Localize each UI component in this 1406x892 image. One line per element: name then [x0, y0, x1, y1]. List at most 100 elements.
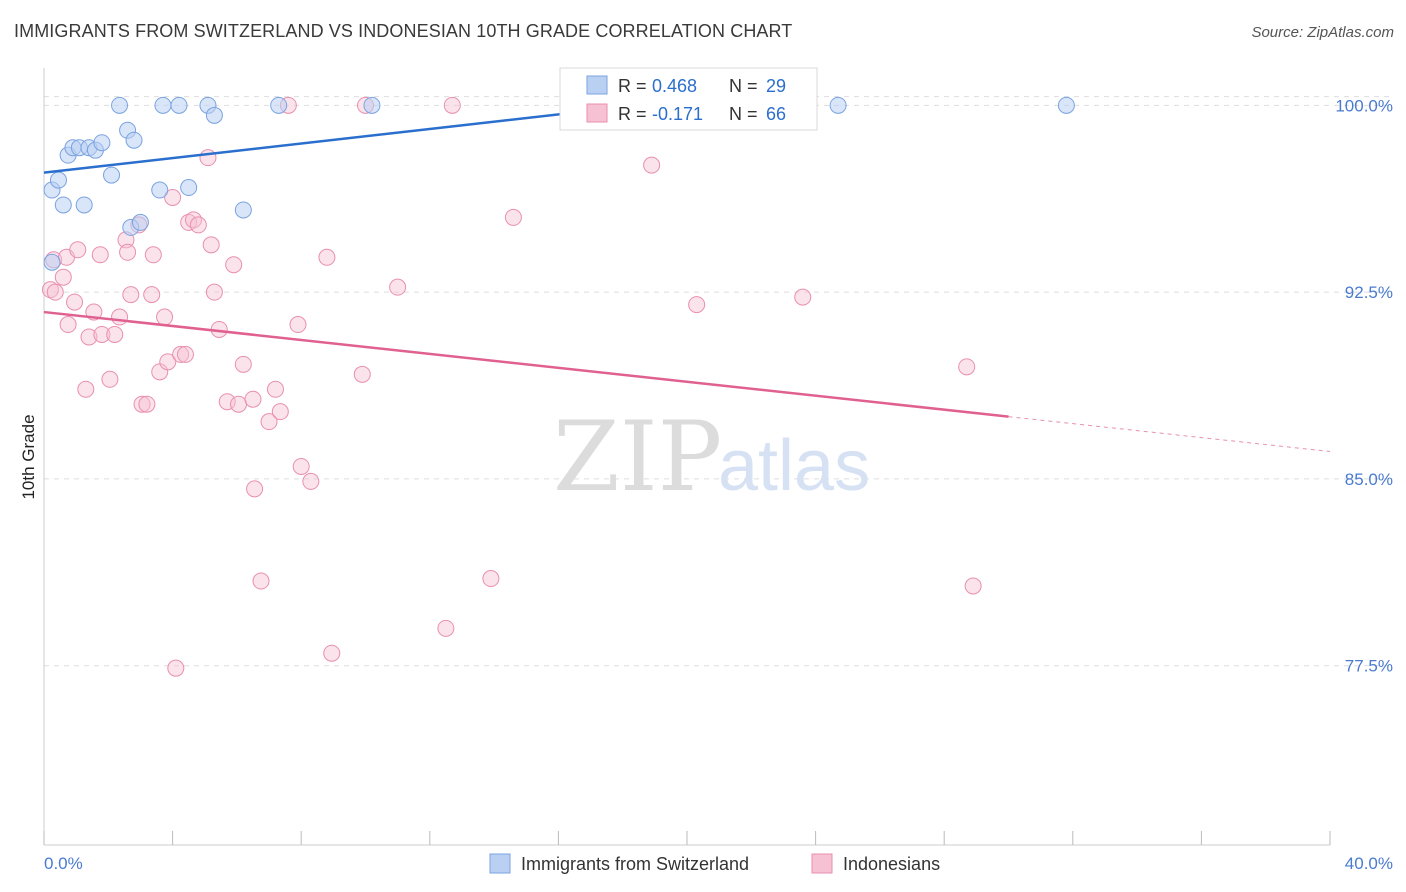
switzerland-point: [75, 196, 93, 214]
trend-lines: [43, 104, 1331, 453]
indonesians-point: [234, 355, 252, 373]
switzerland-point: [829, 96, 847, 114]
legend-swatch-indonesians: [811, 853, 833, 874]
switzerland-point: [180, 179, 198, 197]
chart-source: Source: ZipAtlas.com: [1251, 24, 1394, 41]
indonesians-point: [353, 365, 371, 383]
switzerland-point: [103, 166, 121, 184]
indonesians-point: [794, 288, 812, 306]
watermark: ZIP atlas: [553, 401, 870, 513]
y-tick-label: 100.0%: [1335, 96, 1393, 115]
stats-r-label-blue: R =: [618, 76, 647, 96]
indonesians-point: [225, 256, 243, 274]
x-ticks: [43, 831, 1331, 845]
stats-n-value-pink: 66: [766, 104, 786, 124]
stats-r-label-pink: R =: [618, 104, 647, 124]
chart-title: IMMIGRANTS FROM SWITZERLAND VS INDONESIA…: [14, 21, 793, 41]
switzerland-point: [131, 213, 149, 231]
indonesians-point: [144, 246, 162, 264]
indonesians-point: [437, 619, 455, 637]
indonesians-point: [119, 243, 137, 261]
stats-n-label-pink: N =: [729, 104, 758, 124]
indonesians-point: [101, 370, 119, 388]
indonesians-point: [202, 236, 220, 254]
indonesians-point: [271, 403, 289, 421]
indonesians-point: [266, 380, 284, 398]
indonesians-point: [91, 246, 109, 264]
indonesians-trend-line: [43, 310, 1009, 418]
switzerland-point: [154, 96, 172, 114]
indonesians-point: [302, 472, 320, 490]
indonesians-point: [218, 393, 236, 411]
switzerland-point: [49, 171, 67, 189]
indonesians-point: [958, 358, 976, 376]
indonesians-point: [189, 216, 207, 234]
indonesians-point: [138, 395, 156, 413]
switzerland-point: [111, 96, 129, 114]
indonesians-point: [156, 308, 174, 326]
stats-n-value-blue: 29: [766, 76, 786, 96]
switzerland-point: [125, 131, 143, 149]
stats-swatch-pink: [586, 103, 608, 123]
indonesians-point: [389, 278, 407, 296]
switzerland-point: [151, 181, 169, 199]
indonesians-point: [66, 293, 84, 311]
stats-n-label-blue: N =: [729, 76, 758, 96]
x-tick-labels: 0.0% 40.0%: [44, 854, 1393, 873]
y-tick-label: 92.5%: [1345, 283, 1393, 302]
indonesians-point: [318, 248, 336, 266]
indonesians-point: [111, 308, 129, 326]
y-axis-label: 10th Grade: [19, 414, 38, 499]
legend-swatch-switzerland: [489, 853, 511, 874]
indonesians-point: [504, 208, 522, 226]
series-legend: Immigrants from Switzerland Indonesians: [489, 853, 940, 874]
switzerland-points: [43, 96, 1075, 271]
indonesians-trend-extension: [1008, 416, 1331, 453]
indonesians-point: [176, 345, 194, 363]
indonesians-point: [252, 572, 270, 590]
switzerland-point: [170, 96, 188, 114]
y-tick-label: 85.0%: [1345, 470, 1393, 489]
indonesians-point: [244, 390, 262, 408]
indonesians-point: [106, 325, 124, 343]
stats-r-value-pink: -0.171: [652, 104, 703, 124]
switzerland-point: [270, 96, 288, 114]
x-tick-label-min: 0.0%: [44, 854, 83, 873]
watermark-zip: ZIP: [553, 401, 722, 513]
indonesians-point: [59, 316, 77, 334]
switzerland-point: [234, 201, 252, 219]
switzerland-point: [363, 96, 381, 114]
indonesians-points: [41, 96, 982, 677]
indonesians-point: [54, 268, 72, 286]
indonesians-point: [289, 316, 307, 334]
switzerland-point: [54, 196, 72, 214]
stats-swatch-blue: [586, 75, 608, 95]
indonesians-point: [167, 659, 185, 677]
indonesians-point: [643, 156, 661, 174]
indonesians-point: [133, 395, 151, 413]
indonesians-point: [260, 413, 278, 431]
indonesians-point: [93, 325, 111, 343]
indonesians-point: [482, 570, 500, 588]
indonesians-point: [143, 286, 161, 304]
indonesians-point: [230, 395, 248, 413]
indonesians-point: [122, 286, 140, 304]
indonesians-point: [46, 283, 64, 301]
legend-label-switzerland: Immigrants from Switzerland: [521, 854, 749, 874]
indonesians-point: [80, 328, 98, 346]
indonesians-point: [164, 189, 182, 206]
legend-label-indonesians: Indonesians: [843, 854, 940, 874]
indonesians-point: [69, 241, 87, 259]
indonesians-point: [246, 480, 264, 498]
watermark-atlas: atlas: [718, 426, 870, 506]
stats-legend: R = 0.468 N = 29 R = -0.171 N = 66: [559, 67, 818, 131]
y-tick-labels: 77.5% 85.0% 92.5% 100.0%: [1335, 96, 1393, 675]
stats-r-value-blue: 0.468: [652, 76, 697, 96]
indonesians-point: [443, 96, 461, 114]
indonesians-point: [77, 380, 95, 398]
indonesians-point: [323, 644, 341, 662]
indonesians-point: [205, 283, 223, 301]
switzerland-trend-line: [43, 104, 639, 174]
grid-lines: [44, 96, 1393, 667]
